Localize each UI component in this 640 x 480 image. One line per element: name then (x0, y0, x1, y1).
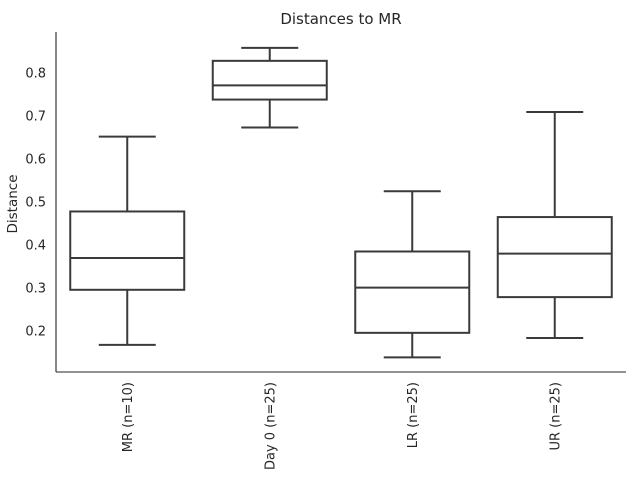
box-group (496, 111, 613, 339)
box-group (211, 46, 328, 129)
box-group (354, 190, 471, 359)
boxes (69, 46, 613, 359)
y-tick-label: 0.4 (25, 239, 46, 254)
y-tick-label: 0.6 (25, 152, 46, 167)
y-tick-label: 0.7 (25, 109, 46, 124)
x-tick-label: Day 0 (n=25) (263, 382, 278, 470)
x-tick-label: MR (n=10) (121, 382, 136, 452)
y-tick-label: 0.5 (25, 196, 46, 211)
y-ticks: 0.2 0.3 0.4 0.5 0.6 0.7 0.8 (25, 66, 46, 339)
chart-title: Distances to MR (280, 10, 401, 28)
box-iqr (354, 250, 471, 334)
y-tick-label: 0.2 (25, 325, 46, 340)
x-tick-label: LR (n=25) (406, 382, 421, 448)
box-iqr (69, 210, 186, 291)
y-tick-label: 0.8 (25, 66, 46, 81)
box-group (69, 135, 186, 346)
x-tick-label: UR (n=25) (548, 382, 563, 451)
y-axis-label: Distance (5, 174, 21, 233)
box-iqr (496, 216, 613, 299)
y-tick-label: 0.3 (25, 282, 46, 297)
x-ticks: MR (n=10) Day 0 (n=25) LR (n=25) UR (n=25) (121, 382, 564, 470)
box-iqr (211, 59, 328, 101)
